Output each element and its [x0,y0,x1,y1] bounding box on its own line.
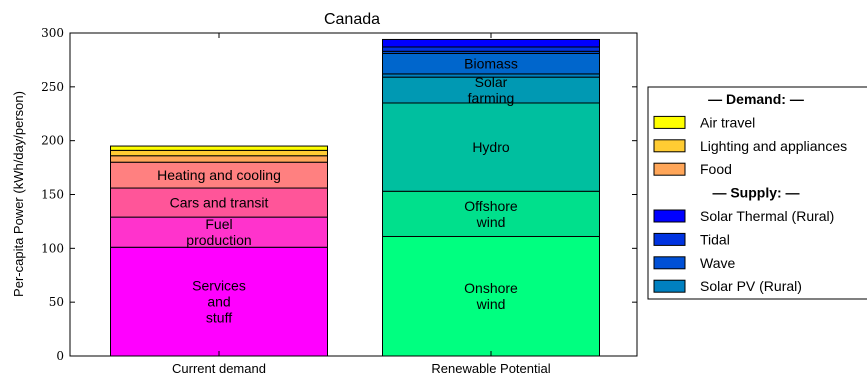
legend-swatch [653,279,686,293]
bar-segment [110,246,328,357]
legend-header: — Supply: — [712,185,799,201]
y-tick-label: 0 [56,349,64,363]
x-tick-label: Renewable Potential [431,361,550,376]
segment-label: Biomass [464,56,518,72]
legend-swatch [653,162,686,176]
bar-segment [110,216,328,248]
segment-label: Onshore [464,280,518,296]
x-tick-label: Current demand [172,361,266,376]
legend: — Demand: — Air travel Lighting and applia… [647,86,867,300]
y-tick-label: 150 [41,188,64,202]
legend-swatch [653,115,686,129]
bar-segment [382,76,600,104]
y-tick-label: 250 [41,80,64,94]
segment-label: wind [476,296,506,312]
bar-segment [382,190,600,237]
legend-item-label: Lighting and appliances [700,138,847,154]
segment-label: Heating and cooling [157,167,281,183]
legend-item-label: Wave [700,255,735,271]
bar-segment [382,102,600,192]
segment-label: stuff [206,310,232,326]
segment-label: Solar [475,74,508,90]
legend-swatch [653,232,686,246]
segment-label: Services [192,278,246,294]
legend-item-label: Air travel [700,114,755,130]
segment-label: Cars and transit [170,195,269,211]
legend-swatch [653,256,686,270]
bar-segment [382,235,600,357]
bar-segment [382,38,600,48]
bar-segment [110,145,328,151]
legend-item-label: Food [700,161,732,177]
bar-segment [110,155,328,163]
bar-segment [110,161,328,189]
y-tick-label: 50 [49,295,64,309]
y-tick-label: 200 [41,134,64,148]
axes-group: 0 50 100 150 200 250 300 Current demand Renewabl… [41,26,638,376]
bar-segment [382,46,600,52]
legend-header: — Demand: — [708,91,804,107]
chart-title: Canada [324,11,380,28]
legend-swatch [653,209,686,223]
y-axis-label: Per-capita Power (kWh/day/person) [11,91,26,297]
bar-segment [110,149,328,157]
segment-label: production [186,232,251,248]
legend-item-label: Solar Thermal (Rural) [700,208,834,224]
segment-label: Fuel [205,216,232,232]
legend-item-label: Tidal [700,231,730,247]
segment-label: wind [476,214,506,230]
segment-label: Hydro [472,139,510,155]
legend-swatch [653,139,686,153]
segment-label: Offshore [464,198,518,214]
segment-label: farming [468,90,515,106]
y-tick-label: 300 [41,26,64,40]
segment-label: and [207,294,230,310]
legend-item-label: Solar PV (Rural) [700,278,802,294]
y-tick-label: 100 [41,241,64,255]
